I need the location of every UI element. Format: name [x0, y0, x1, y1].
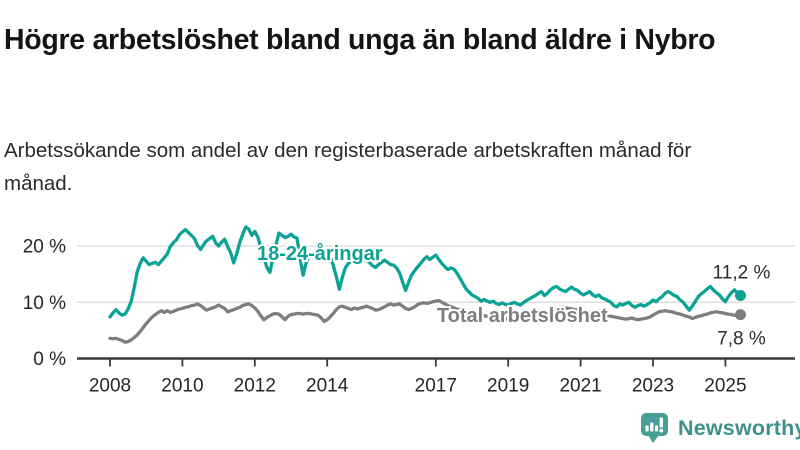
- x-axis-tick-label: 2010: [161, 376, 203, 397]
- newsworthy-logo[interactable]: Newsworthy: [640, 412, 800, 445]
- series-label-total: Total arbetslöshet: [437, 305, 608, 327]
- x-axis-tick-label: 2021: [559, 376, 601, 397]
- series-end-value-label: 7,8 %: [717, 329, 766, 350]
- y-axis-tick-label: 0 %: [33, 349, 66, 370]
- x-axis-tick-label: 2008: [89, 376, 131, 397]
- y-axis-tick-label: 10 %: [23, 293, 66, 314]
- series-line-total: [108, 298, 743, 344]
- x-axis-tick-label: 2017: [415, 376, 457, 397]
- newsworthy-logo-text: Newsworthy: [678, 416, 800, 440]
- series-line-young: [108, 225, 743, 319]
- newsworthy-logo-icon: [641, 413, 668, 443]
- series-label-young: 18-24-åringar: [257, 242, 383, 265]
- unemployment-line-chart: 2008 2010 2012 2014 2017 2019 2021 2023 2025 0 % 1…: [23, 225, 795, 397]
- y-axis-tick-label: 20 %: [23, 237, 66, 258]
- x-axis-tick-label: 2023: [632, 376, 674, 397]
- x-axis-tick-label: 2014: [306, 376, 349, 397]
- series-end-value-label: 11,2 %: [713, 263, 771, 284]
- x-axis-tick-label: 2019: [487, 376, 529, 397]
- series-end-dot: [734, 290, 746, 301]
- x-axis-tick-label: 2012: [234, 376, 276, 397]
- x-axis-tick-label: 2025: [704, 376, 746, 397]
- series-end-dot: [734, 309, 746, 321]
- page-title: Högre arbetslöshet bland unga än bland ä…: [4, 24, 716, 57]
- chart-subtitle: Arbetssökande som andel av den registerb…: [4, 138, 692, 195]
